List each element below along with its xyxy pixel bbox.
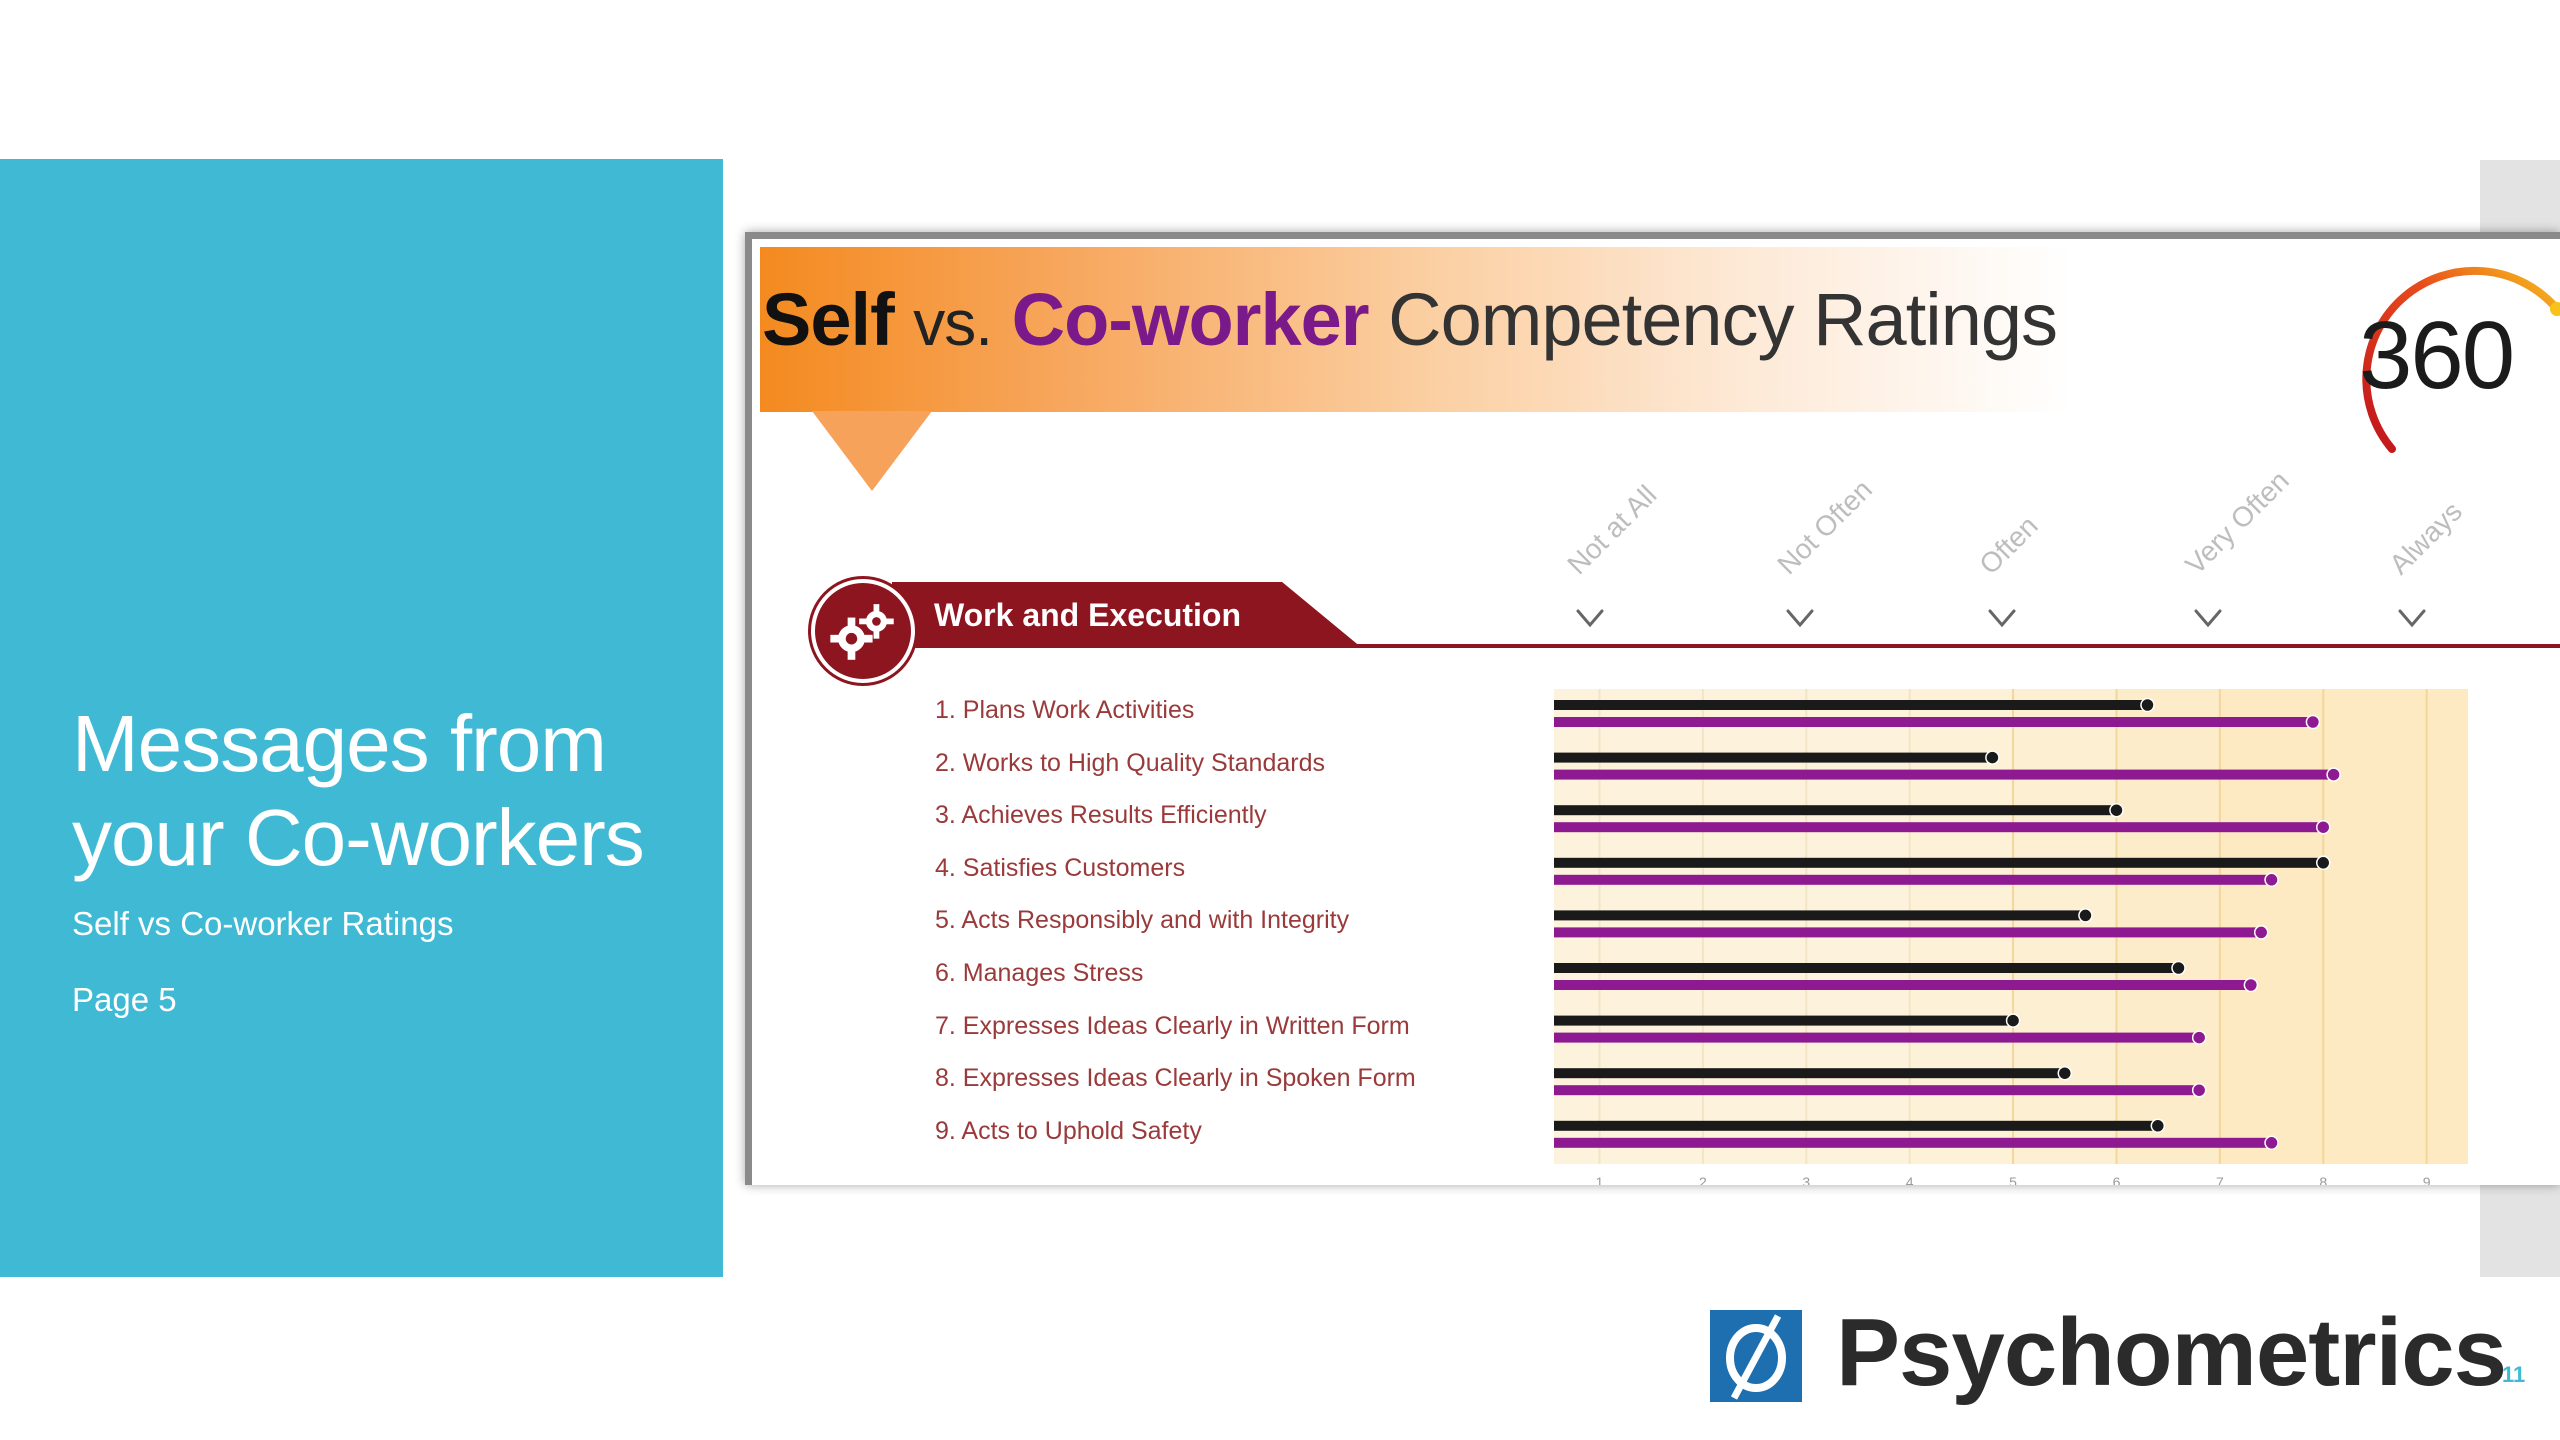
self-point [2140, 697, 2155, 713]
self-bar [1554, 1068, 2065, 1079]
title-self: Self [762, 278, 895, 361]
coworker-point [2191, 1030, 2207, 1045]
coworker-point [2253, 925, 2269, 940]
plot-band [2323, 689, 2427, 1164]
coworker-bar [1554, 874, 2272, 885]
self-bar [1554, 805, 2117, 816]
coworker-bar [1554, 927, 2262, 938]
competency-label: 3. Achieves Results Efficiently [935, 801, 1267, 830]
slide-number: 11 [2502, 1362, 2526, 1387]
self-bar [1554, 700, 2148, 710]
title-rest: Competency Ratings [1388, 278, 2058, 361]
coworker-point [2326, 767, 2341, 782]
title-vs: vs. [913, 287, 993, 359]
section-line [1352, 644, 2560, 648]
gears-icon [811, 579, 915, 683]
coworker-bar [1554, 1032, 2200, 1043]
x-tick-label: 4 [1906, 1174, 1914, 1185]
report-card: Self vs. Co-worker Competency Ratings 36… [745, 232, 2560, 1185]
coworker-bar [1554, 1137, 2272, 1148]
competency-label: 2. Works to High Quality Standards [935, 748, 1325, 777]
self-bar [1554, 910, 2086, 921]
chevron-down-icon [1786, 609, 1814, 628]
self-point [1985, 750, 2000, 765]
coworker-point [2315, 819, 2331, 835]
coworker-bar [1554, 980, 2251, 990]
self-bar [1554, 1015, 2014, 1026]
card-title: Self vs. Co-worker Competency Ratings [762, 277, 2058, 362]
banner-notch [812, 411, 932, 491]
competency-label: 5. Acts Responsibly and with Integrity [935, 906, 1350, 935]
competency-label: 9. Acts to Uphold Safety [935, 1116, 1202, 1145]
competency-label: 7. Expresses Ideas Clearly in Written Fo… [935, 1011, 1410, 1040]
competency-label: 6. Manages Stress [935, 959, 1144, 987]
badge-360: 360 [2359, 302, 2515, 409]
x-tick-label: 3 [1802, 1174, 1810, 1185]
coworker-bar [1554, 769, 2334, 780]
slide-subtitle: Self vs Co-worker Ratings [72, 905, 454, 942]
chevron-down-icon [2398, 609, 2426, 628]
self-point [2057, 1065, 2073, 1081]
chevron-down-icon [2194, 609, 2222, 628]
plot-band [1909, 689, 2014, 1164]
logo-text: Psychometrics [1836, 1299, 2507, 1406]
x-tick-label: 8 [2319, 1174, 2327, 1185]
coworker-point [2264, 1135, 2279, 1151]
page-label: Page 5 [72, 981, 177, 1018]
coworker-point [2191, 1082, 2207, 1098]
competency-label: 4. Satisfies Customers [935, 853, 1186, 882]
self-point [2078, 908, 2093, 923]
badge-arc-icon [2362, 266, 2560, 453]
self-point [2005, 1013, 2021, 1028]
x-tick-label: 7 [2216, 1174, 2224, 1185]
self-point [2171, 960, 2186, 976]
coworker-bar [1554, 717, 2313, 727]
coworker-bar [1554, 822, 2324, 833]
x-tick-label: 6 [2113, 1174, 2121, 1185]
x-tick-label: 1 [1596, 1174, 1604, 1185]
plot-band [2426, 689, 2468, 1164]
x-tick-label: 5 [2009, 1174, 2017, 1185]
self-bar [1554, 963, 2179, 973]
plot-band [2013, 689, 2117, 1164]
chevron-down-icon [1576, 609, 1604, 628]
slide-title: Messages from your Co-workers [72, 699, 645, 882]
title-banner [760, 247, 2250, 412]
coworker-bar [1554, 1085, 2200, 1096]
self-bar [1554, 857, 2324, 868]
title-coworker: Co-worker [1011, 278, 1370, 361]
self-point [2315, 855, 2331, 871]
ratings-chart: 1 2 3 4 5 6 7 8 9 [1554, 609, 2468, 1185]
competency-label: 1. Plans Work Activities [935, 696, 1195, 724]
left-panel: Messages from your Co-workers Self vs Co… [0, 159, 723, 1277]
x-tick-label: 2 [1699, 1174, 1707, 1185]
section-header [892, 582, 1362, 648]
chevron-down-icon [1988, 609, 2016, 628]
coworker-point [2264, 872, 2279, 888]
section-label: Work and Execution [934, 597, 1242, 633]
coworker-point [2243, 977, 2259, 993]
self-bar [1554, 752, 1993, 763]
self-point [2109, 802, 2124, 818]
slashed-circle-logo-icon [1710, 1310, 1802, 1402]
coworker-point [2305, 714, 2321, 730]
x-tick-label: 9 [2423, 1174, 2431, 1185]
self-point [2150, 1118, 2166, 1134]
competency-label: 8. Expresses Ideas Clearly in Spoken For… [935, 1064, 1416, 1093]
self-bar [1554, 1120, 2158, 1131]
plot-band [2219, 689, 2324, 1164]
